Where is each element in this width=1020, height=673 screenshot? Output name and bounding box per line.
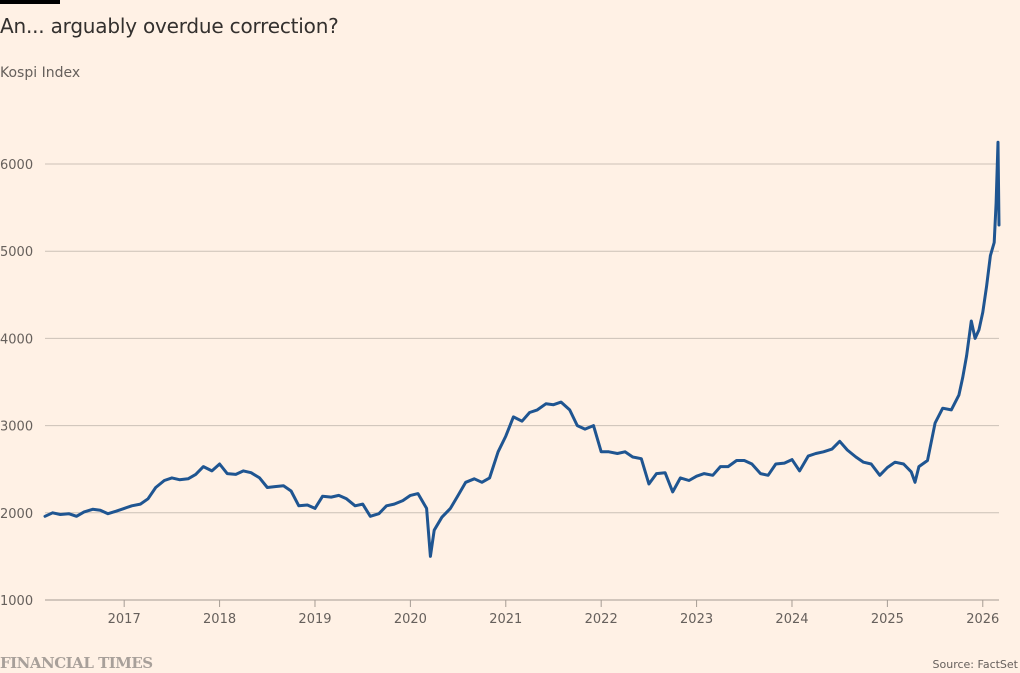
gridlines [45, 163, 999, 601]
y-tick-label: 2000 [0, 507, 33, 522]
x-tick-label: 2024 [775, 612, 808, 627]
y-tick-label: 3000 [0, 420, 33, 435]
x-tick-label: 2017 [108, 612, 141, 627]
x-tick-label: 2018 [203, 612, 236, 627]
x-tick-label: 2025 [871, 612, 904, 627]
brand-topbar [0, 0, 60, 4]
source-note: Source: FactSet [932, 658, 1018, 671]
chart-title: An... arguably overdue correction? [0, 14, 339, 38]
x-axis: 2017 2018 2019 2020 2021 2022 2023 2024 2025 2026 [108, 600, 999, 627]
x-tick-label: 2020 [394, 612, 427, 627]
y-tick-label: 1000 [0, 594, 33, 609]
y-axis: 1000 2000 3000 4000 5000 6000 [0, 158, 33, 609]
x-tick-label: 2023 [680, 612, 713, 627]
series-layer [43, 140, 1001, 558]
x-tick-label: 2019 [298, 612, 331, 627]
x-tick-label: 2021 [489, 612, 522, 627]
x-tick-label: 2022 [585, 612, 618, 627]
ft-logo: FINANCIAL TIMES [0, 654, 153, 672]
y-tick-label: 4000 [0, 332, 33, 347]
series-line-kospi [43, 140, 1001, 558]
y-tick-label: 5000 [0, 245, 33, 260]
chart-subtitle: Kospi Index [0, 65, 81, 81]
x-tick-label: 2026 [966, 612, 999, 627]
y-tick-label: 6000 [0, 158, 33, 173]
